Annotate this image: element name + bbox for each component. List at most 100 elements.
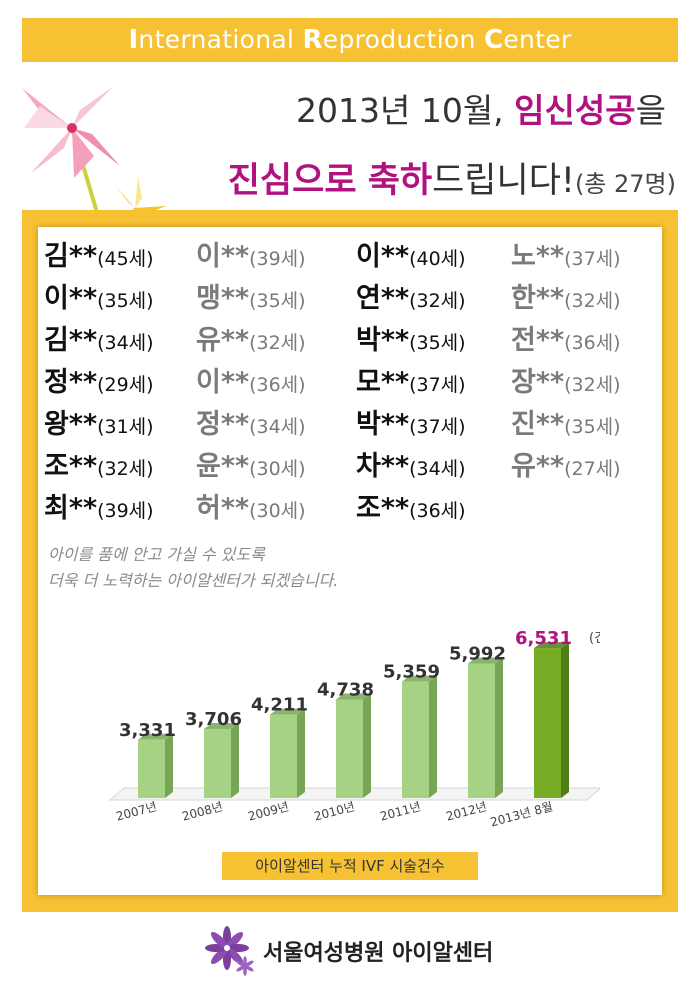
- name-text: 한**: [511, 282, 565, 314]
- name-text: 이**: [196, 366, 250, 398]
- name-text: 정**: [44, 366, 98, 398]
- header-cap-3: C: [483, 25, 504, 55]
- age-text: (30세): [249, 499, 306, 522]
- bar-value-label: 4,211: [251, 695, 308, 716]
- category-label: 2012년: [444, 799, 488, 823]
- name-text: 왕**: [44, 408, 98, 440]
- name-entry: 한**(32세): [511, 276, 661, 315]
- bar-value-label: 3,331: [119, 720, 176, 741]
- age-text: (32세): [409, 289, 466, 312]
- name-entry: 박**(37세): [356, 402, 511, 441]
- age-text: (30세): [249, 457, 306, 480]
- title-date: 2013년 10월,: [296, 91, 515, 130]
- message-line-2: 더욱 더 노력하는 아이알센터가 되겠습니다.: [48, 571, 339, 590]
- age-text: (32세): [564, 289, 621, 312]
- age-text: (27세): [564, 457, 621, 480]
- title-suffix-2: 드립니다!: [432, 161, 575, 201]
- name-entry: 유**(32세): [196, 318, 356, 357]
- category-label: 2010년: [312, 799, 356, 823]
- unit-label: (건): [589, 631, 600, 646]
- header-rest-3: enter: [503, 25, 572, 54]
- flower-logo-icon: [205, 926, 254, 976]
- category-label: 2007년: [114, 799, 158, 823]
- name-entry: 전**(36세): [511, 318, 661, 357]
- name-text: 이**: [356, 240, 410, 272]
- age-text: (31세): [97, 415, 154, 438]
- name-text: 정**: [196, 408, 250, 440]
- bar-value-label: 6,531: [515, 628, 572, 649]
- age-text: (29세): [97, 373, 154, 396]
- title-line-1: 2013년 10월, 임신성공을: [0, 84, 666, 132]
- title-highlight-success: 임신성공: [514, 91, 636, 130]
- ivf-bar-chart: 3,331 2007년 3,706 2008년 4,211 2009년 4,738 2010년…: [108, 628, 600, 829]
- bar: [402, 681, 429, 798]
- age-text: (35세): [249, 289, 306, 312]
- title-suffix: 을: [635, 91, 666, 130]
- name-text: 허**: [196, 492, 250, 524]
- name-text: 차**: [356, 450, 410, 482]
- name-entry: 이**(35세): [44, 276, 196, 315]
- title-line-2: 진심으로 축하드립니다!(총 27명): [0, 152, 676, 203]
- age-text: (40세): [409, 247, 466, 270]
- bar: [270, 714, 297, 798]
- name-entry: 진**(35세): [511, 402, 661, 441]
- age-text: (36세): [249, 373, 306, 396]
- age-text: (37세): [409, 415, 466, 438]
- chart-title: 아이알센터 누적 IVF 시술건수: [222, 852, 478, 880]
- category-label: 2013년 8월: [489, 799, 555, 829]
- category-label: 2009년: [246, 799, 290, 823]
- name-text: 김**: [44, 324, 98, 356]
- name-entry: 조**(36세): [356, 486, 511, 525]
- name-text: 조**: [44, 450, 98, 482]
- age-text: (39세): [97, 499, 154, 522]
- age-text: (37세): [409, 373, 466, 396]
- age-text: (32세): [249, 331, 306, 354]
- name-text: 전**: [511, 324, 565, 356]
- age-text: (35세): [564, 415, 621, 438]
- name-entry: 최**(39세): [44, 486, 196, 525]
- bar-value-label: 3,706: [185, 709, 242, 730]
- bar-side: [561, 642, 569, 798]
- bar-side: [495, 657, 503, 798]
- message: 아이를 품에 안고 가실 수 있도록 더욱 더 노력하는 아이알센터가 되겠습니…: [48, 542, 338, 594]
- name-text: 장**: [511, 366, 565, 398]
- category-label: 2011년: [378, 799, 422, 823]
- bar-top: [336, 693, 371, 700]
- message-line-1: 아이를 품에 안고 가실 수 있도록: [48, 545, 265, 564]
- header-cap-1: I: [128, 25, 139, 55]
- name-text: 윤**: [196, 450, 250, 482]
- header-rest-1: nternational: [138, 25, 303, 54]
- age-text: (35세): [97, 289, 154, 312]
- age-text: (32세): [564, 373, 621, 396]
- name-entry: 연**(32세): [356, 276, 511, 315]
- name-text: 모**: [356, 366, 410, 398]
- age-text: (34세): [409, 457, 466, 480]
- title-highlight-congrats: 축하: [367, 161, 433, 201]
- age-text: (37세): [564, 247, 621, 270]
- name-entry: 유**(27세): [511, 444, 661, 483]
- bar-top: [138, 733, 173, 740]
- names-grid: 김**(45세) 이**(39세) 이**(40세) 노**(37세) 이**(35세)…: [44, 232, 664, 526]
- category-label: 2008년: [180, 799, 224, 823]
- name-text: 진**: [511, 408, 565, 440]
- name-entry: 이**(36세): [196, 360, 356, 399]
- age-text: (45세): [97, 247, 154, 270]
- bar-value-label: 4,738: [317, 679, 374, 700]
- bar-top: [204, 723, 239, 730]
- bar-side: [363, 693, 371, 798]
- bar-side: [297, 708, 305, 798]
- name-entry: 김**(45세): [44, 234, 196, 273]
- name-entry: 김**(34세): [44, 318, 196, 357]
- bar-side: [231, 723, 239, 798]
- bar-top: [534, 642, 569, 649]
- bar-side: [429, 675, 437, 798]
- bar: [204, 729, 231, 798]
- name-entry: 허**(30세): [196, 486, 356, 525]
- name-entry: 정**(34세): [196, 402, 356, 441]
- name-entry: 왕**(31세): [44, 402, 196, 441]
- bar-value-label: 5,359: [383, 662, 440, 683]
- total-count: (총 27명): [574, 170, 676, 198]
- name-text: 김**: [44, 240, 98, 272]
- header-rest-2: eproduction: [322, 25, 484, 54]
- name-entry: 차**(34세): [356, 444, 511, 483]
